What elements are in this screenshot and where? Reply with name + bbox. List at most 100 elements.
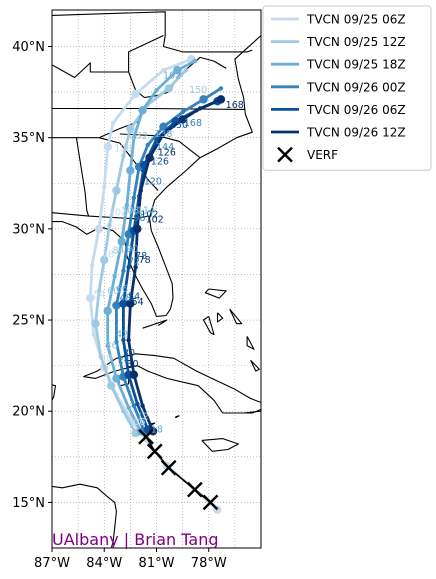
island-coastline: [246, 336, 255, 350]
forecast-hour-label: 90: [126, 244, 138, 255]
island-coastline: [204, 288, 227, 299]
verf-marker: [138, 428, 154, 445]
forecast-hour-label: 48: [119, 293, 131, 304]
axis-ticks: 87°W 84°W 81°W 78°W 15°N 20°N 25°N 30°N 35°N 40°N: [12, 40, 227, 571]
forecast-hour-label: 102: [109, 207, 127, 218]
track-subpoint-series-2: [126, 405, 131, 410]
track-subpoint-series-2: [124, 202, 130, 208]
forecast-tracks: [86, 55, 226, 514]
track-subpoint-series-5: [126, 337, 131, 343]
track-point-series-1: [91, 319, 100, 328]
track-point-series-1: [112, 186, 121, 195]
track-subpoint-series-1: [121, 153, 126, 159]
forecast-hour-label: 78: [102, 249, 114, 260]
track-subpoint-series-0: [110, 120, 116, 126]
track-subpoint-series-4: [126, 264, 131, 270]
track-subpoint-series-0: [161, 67, 166, 73]
verf-marker: [202, 494, 219, 511]
track-subpoint-series-3: [121, 268, 126, 273]
verf-marker: [160, 459, 177, 476]
credit-text: UAlbany | Brian Tang: [52, 530, 219, 549]
track-line-series-2: [106, 59, 197, 433]
forecast-hour-label: 12: [137, 412, 149, 423]
track-point-series-0: [131, 89, 140, 99]
track-point-series-5: [216, 95, 226, 104]
x-tick-label: 81°W: [139, 556, 175, 571]
track-subpoint-series-5: [133, 264, 138, 270]
forecast-hour-label: 30: [123, 348, 135, 359]
track-subpoint-series-5: [197, 106, 203, 111]
track-subpoint-series-3: [218, 86, 224, 91]
track-subpoint-series-2: [131, 135, 137, 140]
forecast-hour-label: 168: [184, 118, 202, 129]
y-tick-label: 30°N: [12, 222, 45, 237]
track-subpoint-series-4: [154, 137, 159, 142]
track-point-series-2: [173, 65, 182, 75]
forecast-hour-label: 30: [126, 359, 138, 370]
forecast-hour-label: 06: [133, 417, 145, 428]
verf-marker: [186, 481, 203, 498]
track-point-series-1: [107, 381, 116, 390]
us-east-coastline: [52, 35, 261, 317]
track-subpoint-series-3: [131, 195, 137, 201]
track-subpoint-series-3: [180, 109, 185, 115]
forecast-hour-label: 150: [170, 120, 188, 131]
track-subpoint-series-1: [121, 409, 126, 414]
track-subpoint-series-3: [114, 339, 119, 345]
track-point-series-3: [159, 122, 168, 131]
track-subpoint-series-5: [140, 403, 145, 408]
forecast-hour-label: 144: [156, 142, 174, 153]
legend-entry: TVCN 09/26 00Z: [306, 80, 406, 94]
island-coastline: [83, 353, 261, 414]
legend-verf-swatch: [277, 146, 293, 163]
track-subpoint-series-4: [135, 401, 140, 407]
track-point-series-1: [164, 84, 173, 93]
track-point-series-2: [138, 106, 147, 115]
forecast-hour-label: 138: [154, 129, 172, 140]
central-america-coastline: [52, 384, 57, 402]
forecast-hour-label: 54: [128, 291, 140, 302]
track-subpoint-series-3: [145, 142, 150, 148]
track-line-series-3: [115, 87, 223, 433]
x-tick-label: 87°W: [34, 556, 70, 571]
verification-track: [138, 428, 219, 511]
track-subpoint-series-1: [107, 223, 112, 228]
track-point-series-4: [119, 299, 128, 308]
legend-entry: TVCN 09/26 06Z: [306, 103, 406, 117]
track-point-series-1: [100, 255, 109, 265]
forecast-hour-labels: 06 30 54 78 102 126 12 36 60 84 108 132 150 18 42 66 90 1…: [93, 71, 244, 436]
forecast-hour-label: 36: [106, 341, 118, 352]
state-border: [98, 137, 159, 191]
forecast-hour-label: 126: [114, 144, 132, 155]
track-subpoint-series-1: [96, 288, 102, 294]
gridlines: [52, 10, 261, 548]
track-subpoint-series-3: [131, 403, 137, 408]
forecast-hour-label: 102: [146, 215, 164, 226]
verf-marker: [146, 443, 163, 460]
y-tick-label: 40°N: [12, 40, 45, 55]
island-coastline: [243, 410, 261, 414]
coastlines-and-borders: [52, 10, 261, 548]
x-tick-label: 84°W: [86, 556, 122, 571]
legend-frame: [262, 5, 432, 171]
forecast-hour-label: 54: [132, 297, 144, 308]
central-america-coastline: [52, 446, 53, 449]
track-subpoint-series-4: [121, 337, 126, 343]
legend: TVCN 09/25 06Z TVCN 09/25 12Z TVCN 09/25 1…: [262, 5, 432, 171]
forecast-hour-label: 120: [144, 176, 162, 187]
forecast-hour-label: 72: [128, 257, 140, 268]
legend-entry: TVCN 09/25 12Z: [306, 35, 406, 49]
island-coastline: [250, 359, 260, 372]
track-point-series-5: [178, 115, 187, 124]
forecast-hour-label: 42: [116, 330, 128, 341]
legend-entry: TVCN 09/26 12Z: [306, 126, 406, 140]
island-coastline: [216, 312, 224, 323]
island-coastline: [201, 438, 239, 452]
forecast-hour-label: 84: [112, 246, 124, 257]
track-point-series-0: [103, 142, 112, 151]
forecast-hour-label: 114: [137, 206, 155, 217]
state-border: [128, 35, 164, 72]
forecast-hour-label: 150: [189, 85, 207, 96]
forecast-hour-label: 60: [107, 286, 119, 297]
